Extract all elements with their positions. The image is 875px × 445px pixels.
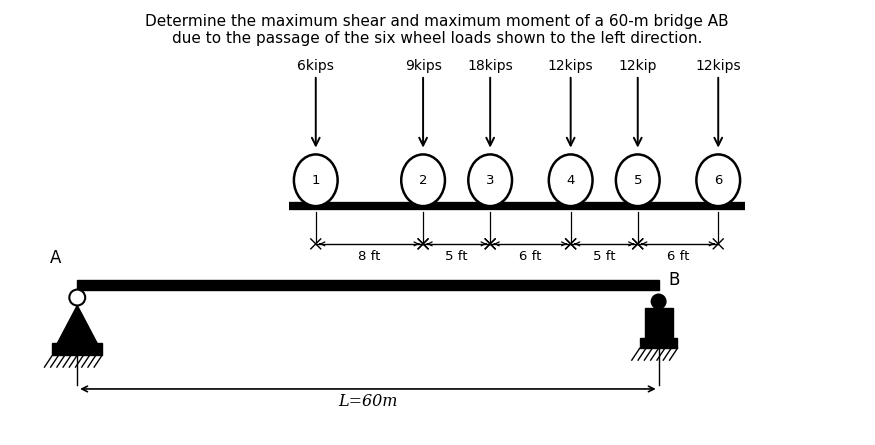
Text: 5: 5 [634,174,642,187]
Text: 6 ft: 6 ft [667,250,690,263]
Text: 12kips: 12kips [696,59,741,73]
Text: 4: 4 [566,174,575,187]
Text: due to the passage of the six wheel loads shown to the left direction.: due to the passage of the six wheel load… [172,31,703,46]
Text: 3: 3 [486,174,494,187]
Circle shape [69,290,85,305]
Ellipse shape [294,154,338,206]
Ellipse shape [468,154,512,206]
Text: 18kips: 18kips [467,59,513,73]
Text: 6: 6 [714,174,723,187]
Ellipse shape [696,154,740,206]
Circle shape [652,295,666,308]
Bar [52,343,102,355]
Text: 12kip: 12kip [619,59,657,73]
Text: 6 ft: 6 ft [519,250,542,263]
Bar [645,308,673,338]
Ellipse shape [616,154,660,206]
Text: 6kips: 6kips [298,59,334,73]
Ellipse shape [402,154,445,206]
Text: 9kips: 9kips [404,59,442,73]
Text: Determine the maximum shear and maximum moment of a 60-m bridge AB: Determine the maximum shear and maximum … [145,14,729,29]
Text: 1: 1 [312,174,320,187]
Bar [77,279,659,290]
Text: A: A [50,249,61,267]
Text: 5 ft: 5 ft [593,250,615,263]
Text: 2: 2 [419,174,427,187]
Text: L=60m: L=60m [339,393,397,410]
Polygon shape [58,305,97,343]
Ellipse shape [549,154,592,206]
Text: B: B [668,271,680,289]
Text: 12kips: 12kips [548,59,593,73]
Text: 8 ft: 8 ft [358,250,381,263]
Text: 5 ft: 5 ft [445,250,468,263]
Bar [640,338,677,348]
